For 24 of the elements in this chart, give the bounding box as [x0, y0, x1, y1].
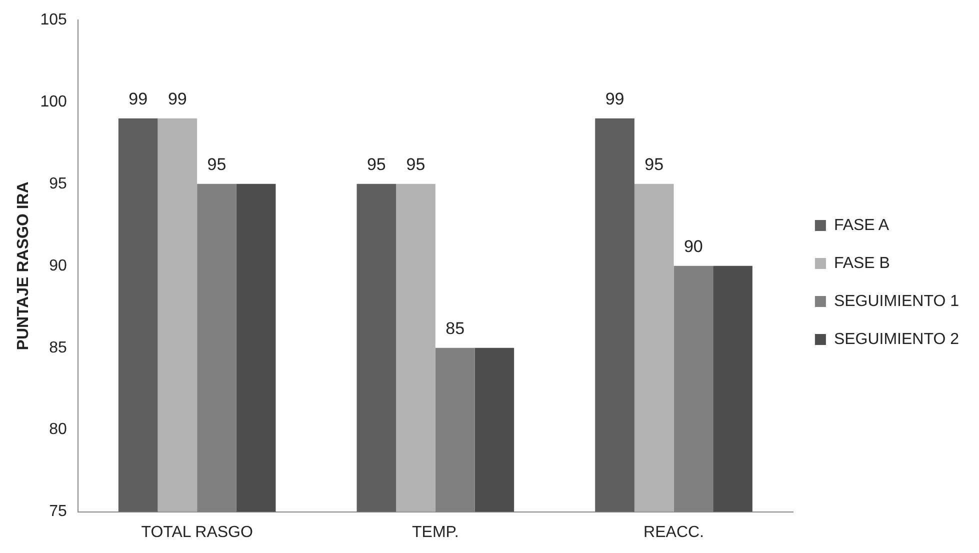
data-label: 95 — [406, 155, 426, 174]
x-tick-label: TOTAL RASGO — [141, 524, 253, 541]
data-label: 85 — [446, 319, 465, 338]
x-tick-label: REACC. — [644, 524, 704, 541]
y-tick-label: 90 — [49, 257, 67, 274]
data-label: 99 — [605, 90, 624, 109]
legend-label: SEGUIMIENTO 2 — [834, 330, 960, 348]
legend-label: SEGUIMIENTO 1 — [834, 292, 960, 310]
legend-label: FASE B — [834, 254, 890, 272]
data-label: 99 — [168, 90, 187, 109]
data-label: 90 — [684, 237, 703, 256]
y-tick-label: 80 — [49, 421, 67, 438]
data-label: 95 — [207, 155, 226, 174]
y-tick-label: 105 — [40, 11, 67, 28]
data-label: 99 — [128, 90, 148, 109]
data-label: 95 — [644, 155, 664, 174]
data-label: 95 — [366, 155, 386, 174]
legend-label: FASE A — [834, 216, 890, 234]
y-tick-label: 85 — [49, 339, 67, 356]
y-tick-label: 75 — [49, 503, 67, 520]
x-tick-label: TEMP. — [412, 524, 459, 541]
y-axis-title: PUNTAJE RASGO IRA — [15, 181, 32, 350]
y-tick-label: 95 — [49, 175, 67, 192]
y-tick-label: 100 — [40, 93, 67, 110]
